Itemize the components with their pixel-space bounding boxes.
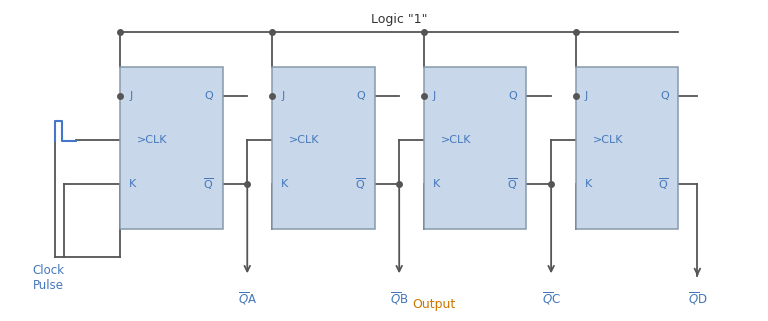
Text: Q: Q	[660, 91, 669, 101]
Text: Logic "1": Logic "1"	[371, 13, 428, 26]
Text: $\overline{Q}$D: $\overline{Q}$D	[687, 290, 707, 307]
Text: Output: Output	[412, 298, 455, 311]
Text: Clock
Pulse: Clock Pulse	[32, 264, 65, 292]
Text: $\overline{Q}$C: $\overline{Q}$C	[541, 290, 561, 307]
Text: J: J	[281, 91, 284, 101]
Text: K: K	[433, 179, 440, 189]
Text: Q: Q	[508, 91, 518, 101]
Text: >CLK: >CLK	[289, 135, 319, 145]
Text: >CLK: >CLK	[593, 135, 623, 145]
FancyBboxPatch shape	[272, 67, 375, 229]
Text: >CLK: >CLK	[441, 135, 471, 145]
Text: $\overline{Q}$A: $\overline{Q}$A	[237, 290, 257, 307]
Text: J: J	[585, 91, 588, 101]
Text: J: J	[129, 91, 132, 101]
Text: $\mathregular{\overline{Q}}$: $\mathregular{\overline{Q}}$	[658, 176, 669, 192]
Text: J: J	[433, 91, 436, 101]
Text: K: K	[129, 179, 137, 189]
Text: >CLK: >CLK	[137, 135, 167, 145]
Text: $\mathregular{\overline{Q}}$: $\mathregular{\overline{Q}}$	[355, 176, 366, 192]
FancyBboxPatch shape	[424, 67, 526, 229]
Text: K: K	[281, 179, 288, 189]
Text: K: K	[585, 179, 592, 189]
Text: Q: Q	[356, 91, 366, 101]
FancyBboxPatch shape	[120, 67, 223, 229]
Text: $\overline{Q}$B: $\overline{Q}$B	[390, 290, 409, 307]
Text: $\mathregular{\overline{Q}}$: $\mathregular{\overline{Q}}$	[203, 176, 214, 192]
FancyBboxPatch shape	[576, 67, 678, 229]
Text: $\mathregular{\overline{Q}}$: $\mathregular{\overline{Q}}$	[507, 176, 518, 192]
Text: Q: Q	[205, 91, 214, 101]
